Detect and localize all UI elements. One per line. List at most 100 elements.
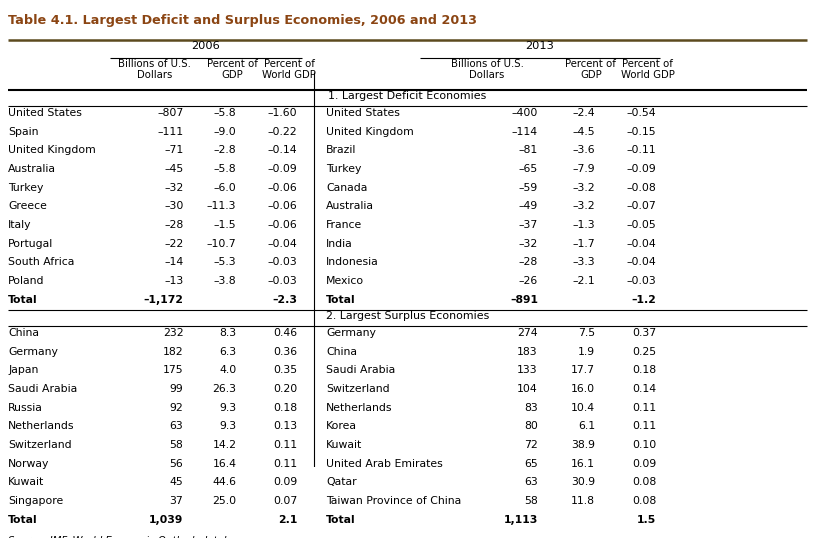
Text: 30.9: 30.9 (570, 478, 595, 487)
Text: Billions of U.S.
Dollars: Billions of U.S. Dollars (451, 59, 523, 80)
Text: –0.03: –0.03 (267, 257, 297, 267)
Text: 8.3: 8.3 (219, 328, 236, 338)
Text: 182: 182 (163, 347, 183, 357)
Text: 9.3: 9.3 (219, 403, 236, 413)
Text: 2. Largest Surplus Economies: 2. Largest Surplus Economies (326, 311, 489, 321)
Text: –45: –45 (164, 164, 183, 174)
Text: –10.7: –10.7 (207, 238, 236, 249)
Text: Total: Total (8, 515, 37, 525)
Text: –1.2: –1.2 (631, 295, 656, 305)
Text: –400: –400 (512, 108, 538, 118)
Text: –11.3: –11.3 (207, 201, 236, 211)
Text: 1,039: 1,039 (149, 515, 183, 525)
Text: –0.09: –0.09 (267, 164, 297, 174)
Text: –3.2: –3.2 (572, 182, 595, 193)
Text: –0.04: –0.04 (626, 238, 656, 249)
Text: Netherlands: Netherlands (8, 421, 75, 431)
Text: Qatar: Qatar (326, 478, 357, 487)
Text: 0.13: 0.13 (273, 421, 297, 431)
Text: –3.8: –3.8 (214, 276, 236, 286)
Text: –5.8: –5.8 (214, 164, 236, 174)
Text: –0.54: –0.54 (627, 108, 656, 118)
Text: United States: United States (326, 108, 400, 118)
Text: 63: 63 (524, 478, 538, 487)
Text: 0.11: 0.11 (273, 459, 297, 469)
Text: –0.06: –0.06 (267, 220, 297, 230)
Text: Switzerland: Switzerland (8, 440, 72, 450)
Text: –0.11: –0.11 (627, 145, 656, 155)
Text: –49: –49 (518, 201, 538, 211)
Text: China: China (8, 328, 39, 338)
Text: 1.5: 1.5 (637, 515, 656, 525)
Text: 0.36: 0.36 (273, 347, 297, 357)
Text: 7.5: 7.5 (578, 328, 595, 338)
Text: Percent of
World GDP: Percent of World GDP (621, 59, 675, 80)
Text: –0.04: –0.04 (267, 238, 297, 249)
Text: 14.2: 14.2 (213, 440, 236, 450)
Text: –1.60: –1.60 (268, 108, 297, 118)
Text: –0.06: –0.06 (267, 182, 297, 193)
Text: –9.0: –9.0 (214, 126, 236, 137)
Text: 0.09: 0.09 (273, 478, 297, 487)
Text: 17.7: 17.7 (571, 365, 595, 376)
Text: Japan: Japan (8, 365, 38, 376)
Text: 72: 72 (524, 440, 538, 450)
Text: Canada: Canada (326, 182, 368, 193)
Text: Total: Total (8, 295, 37, 305)
Text: Mexico: Mexico (326, 276, 364, 286)
Text: South Africa: South Africa (8, 257, 74, 267)
Text: 37: 37 (170, 496, 183, 506)
Text: Billions of U.S.
Dollars: Billions of U.S. Dollars (118, 59, 192, 80)
Text: –26: –26 (518, 276, 538, 286)
Text: –0.08: –0.08 (626, 182, 656, 193)
Text: 0.35: 0.35 (273, 365, 297, 376)
Text: 10.4: 10.4 (570, 403, 595, 413)
Text: –0.06: –0.06 (267, 201, 297, 211)
Text: –1.7: –1.7 (572, 238, 595, 249)
Text: –0.14: –0.14 (268, 145, 297, 155)
Text: 65: 65 (524, 459, 538, 469)
Text: Greece: Greece (8, 201, 47, 211)
Text: United Kingdom: United Kingdom (326, 126, 414, 137)
Text: Brazil: Brazil (326, 145, 356, 155)
Text: Turkey: Turkey (326, 164, 361, 174)
Text: 0.14: 0.14 (632, 384, 656, 394)
Text: –32: –32 (164, 182, 183, 193)
Text: –0.04: –0.04 (626, 257, 656, 267)
Text: Table 4.1. Largest Deficit and Surplus Economies, 2006 and 2013: Table 4.1. Largest Deficit and Surplus E… (8, 14, 477, 27)
Text: Portugal: Portugal (8, 238, 54, 249)
Text: Spain: Spain (8, 126, 38, 137)
Text: –37: –37 (518, 220, 538, 230)
Text: 92: 92 (170, 403, 183, 413)
Text: –1.5: –1.5 (214, 220, 236, 230)
Text: 274: 274 (518, 328, 538, 338)
Text: –7.9: –7.9 (572, 164, 595, 174)
Text: 104: 104 (518, 384, 538, 394)
Text: –111: –111 (157, 126, 183, 137)
Text: 0.07: 0.07 (273, 496, 297, 506)
Text: 2013: 2013 (526, 40, 554, 51)
Text: Russia: Russia (8, 403, 43, 413)
Text: 56: 56 (170, 459, 183, 469)
Text: 38.9: 38.9 (571, 440, 595, 450)
Text: 11.8: 11.8 (571, 496, 595, 506)
Text: 63: 63 (170, 421, 183, 431)
Text: 175: 175 (163, 365, 183, 376)
Text: 44.6: 44.6 (213, 478, 236, 487)
Text: 0.08: 0.08 (632, 496, 656, 506)
Text: 16.1: 16.1 (571, 459, 595, 469)
Text: India: India (326, 238, 353, 249)
Text: 1.9: 1.9 (578, 347, 595, 357)
Text: Kuwait: Kuwait (8, 478, 44, 487)
Text: Percent of
GDP: Percent of GDP (566, 59, 616, 80)
Text: 16.0: 16.0 (570, 384, 595, 394)
Text: –3.6: –3.6 (572, 145, 595, 155)
Text: Saudi Arabia: Saudi Arabia (326, 365, 395, 376)
Text: 0.25: 0.25 (632, 347, 656, 357)
Text: Poland: Poland (8, 276, 45, 286)
Text: Indonesia: Indonesia (326, 257, 379, 267)
Text: 6.1: 6.1 (578, 421, 595, 431)
Text: 2006: 2006 (192, 40, 220, 51)
Text: Italy: Italy (8, 220, 32, 230)
Text: Switzerland: Switzerland (326, 384, 390, 394)
